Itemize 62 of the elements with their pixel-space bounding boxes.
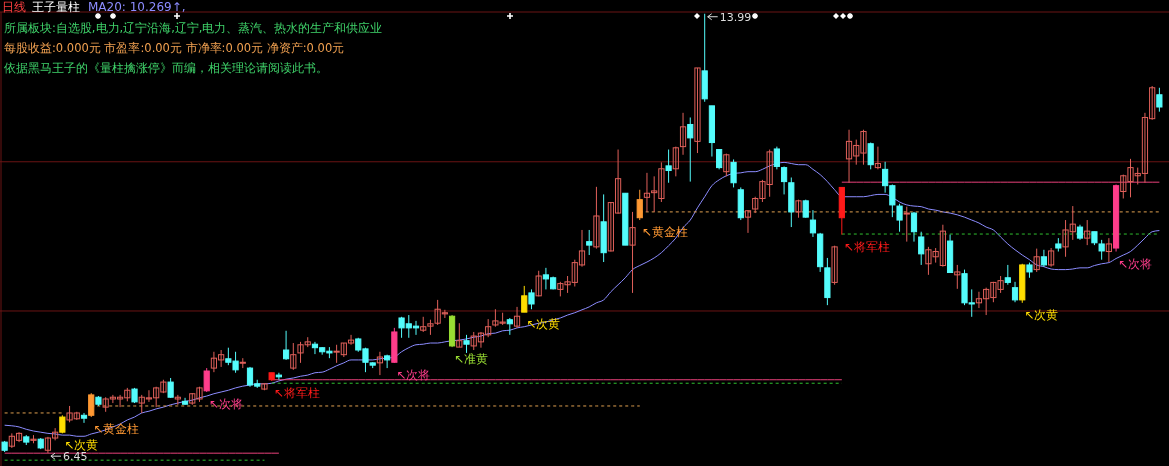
candlestick [679, 112, 687, 156]
candlestick [730, 158, 737, 188]
annotation: ↖次将 [208, 396, 243, 411]
candlestick [463, 334, 470, 354]
candlestick [282, 330, 290, 361]
candlestick [723, 153, 730, 177]
candlestick [744, 209, 752, 234]
candlestick [593, 186, 600, 250]
annotation: ↖将军柱 [273, 385, 320, 400]
candlestick [456, 322, 463, 348]
candlestick [1048, 247, 1055, 268]
candlestick [874, 146, 882, 170]
candlestick [1156, 87, 1163, 113]
chart-title: 日线 [2, 0, 26, 14]
candlestick [629, 211, 636, 294]
candlestick [1004, 264, 1011, 286]
annotation: ↖次黄 [1024, 307, 1059, 322]
candlestick [1011, 281, 1019, 303]
candlestick [275, 372, 282, 381]
candlestick [535, 270, 542, 297]
candlestick [203, 367, 210, 393]
candlestick [290, 342, 297, 371]
candlestick [1098, 239, 1105, 261]
candlestick [795, 199, 802, 219]
candlestick [513, 306, 521, 329]
candlestick [687, 116, 694, 183]
chart-subtitle: 王子量柱 [32, 0, 80, 14]
candlestick [80, 412, 88, 424]
candlestick [376, 351, 384, 376]
candlestick [694, 67, 701, 154]
annotation: ↖次将 [1118, 256, 1153, 271]
candlestick [1084, 219, 1091, 246]
candlestick [910, 211, 918, 243]
candlestick [88, 392, 95, 418]
candlestick [867, 142, 874, 170]
candlestick [643, 172, 651, 213]
candlestick [1033, 248, 1040, 273]
annotation: 依据黑马王子的《量柱擒涨停》而编，相关理论请阅读此书。 [4, 61, 328, 75]
annotation: 每股收益:0.000元 市盈率:0.00元 市净率:0.00元 净资产:0.00元 [4, 41, 345, 55]
annotation: ↖黄金柱 [641, 225, 688, 240]
candlestick [773, 146, 780, 170]
annotation: ↖次将 [396, 367, 431, 382]
candlestick [636, 189, 643, 221]
candlestick [1105, 237, 1112, 263]
annotation: 13.99 [719, 10, 752, 24]
candlestick [903, 206, 910, 243]
annotation: 所属板块:自选股,电力,辽宁沿海,辽宁,电力、蒸汽、热水的生产和供应业 [4, 21, 383, 35]
annotation: MA20: 10.269↑, [88, 0, 186, 14]
annotation: ↖将军柱 [843, 239, 890, 254]
candlestick [716, 149, 723, 170]
candlestick [521, 285, 528, 313]
candlestick [384, 354, 391, 369]
candlestick [665, 149, 672, 184]
candlestick [780, 165, 788, 195]
candlestick [954, 264, 961, 290]
candlestick [831, 245, 838, 286]
annotation: ↖准黄 [454, 352, 489, 367]
candlestick [918, 231, 925, 266]
candlestick [167, 377, 174, 399]
candlestick [672, 146, 679, 177]
candlestick [528, 288, 535, 310]
candlestick [586, 229, 593, 256]
